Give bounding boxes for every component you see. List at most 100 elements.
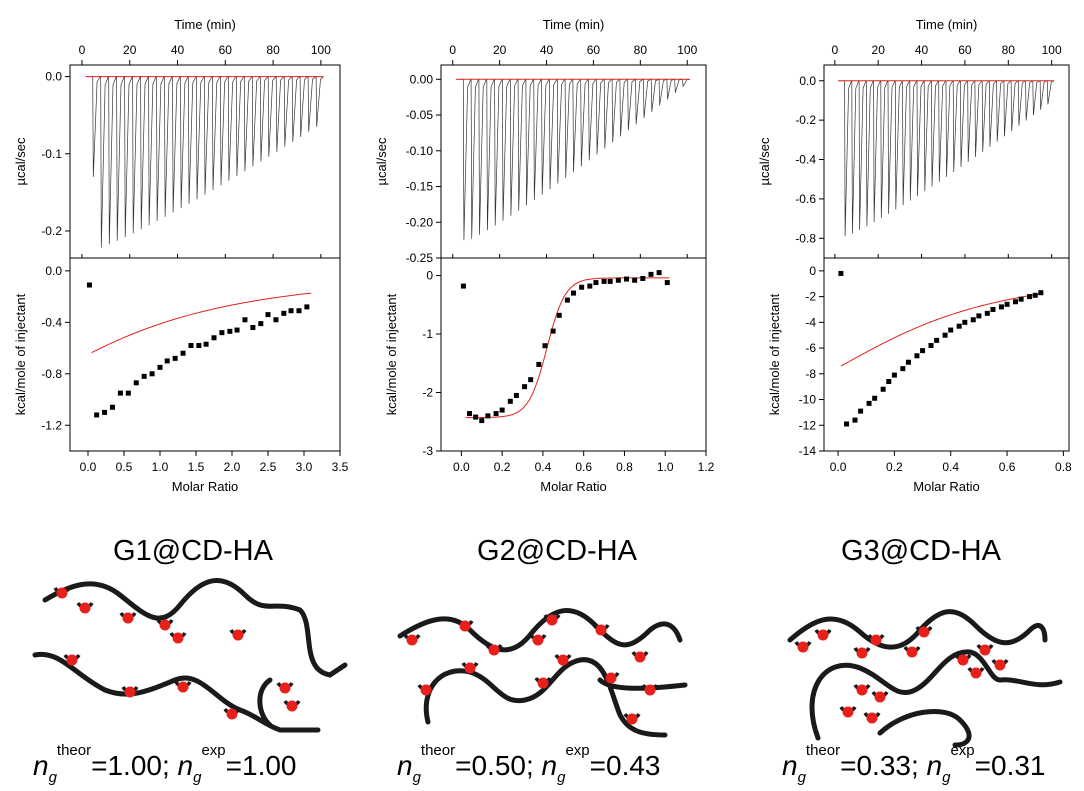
thermogram-ytick-label-g3: -0.4: [795, 153, 816, 167]
guest-dot: [856, 647, 868, 659]
isotherm-point-g2: [460, 283, 466, 289]
isotherm-point-g2: [507, 398, 513, 404]
isotherm-point-g2: [550, 328, 556, 334]
isotherm-ylabel-g3: kcal/mole of injectant: [767, 293, 782, 415]
guest-dot: [226, 708, 238, 720]
isotherm-point-g3: [844, 421, 850, 427]
isotherm-xtick-label-g1: 3.5: [332, 460, 349, 474]
caption-g2-value2: =0.43: [590, 750, 661, 781]
caption-g3-sup1: theor: [806, 742, 840, 759]
isotherm-point-g2: [640, 275, 646, 281]
isotherm-xtick-label-g3: 0.8: [1055, 460, 1072, 474]
guest-dot: [459, 620, 471, 632]
isotherm-point-g1: [203, 341, 209, 347]
guest-dot: [634, 651, 646, 663]
schematic-g3: [787, 609, 1063, 748]
isotherm-xtick-label-g3: 0.6: [999, 460, 1016, 474]
caption-g2-sup2: exp: [565, 742, 589, 759]
caption-g2: ngtheor=0.50; ngexp=0.43: [397, 742, 661, 786]
isotherm-point-g1: [304, 304, 310, 310]
caption-g3-n2: n: [927, 750, 943, 781]
isotherm-point-g2: [479, 418, 485, 424]
isotherm-ytick-label-g1: -0.4: [41, 315, 62, 329]
thermogram-xtick-label-g2: 100: [677, 43, 697, 57]
thermogram-xlabel-g1: Time (min): [174, 17, 236, 32]
thermogram-xtick-label-g3: 20: [872, 43, 886, 57]
isotherm-point-g1: [258, 321, 264, 327]
isotherm-xtick-label-g1: 0.0: [80, 460, 97, 474]
isotherm-point-g1: [211, 335, 217, 341]
thermogram-xtick-label-g3: 0: [831, 43, 838, 57]
guest-dot: [626, 713, 638, 725]
isotherm-point-g2: [542, 343, 548, 349]
isotherm-ytick-label-g2: -3: [422, 444, 433, 458]
guest-dot: [605, 672, 617, 684]
isotherm-point-g1: [164, 358, 170, 364]
thermogram-ytick-label-g2: -0.05: [406, 108, 434, 122]
thermogram-xtick-label-g2: 0: [449, 43, 456, 57]
thermogram-xlabel-g2: Time (min): [543, 17, 605, 32]
isotherm-point-g2: [579, 284, 585, 290]
caption-g1-sup2: exp: [201, 742, 225, 759]
caption-g2-sup1: theor: [421, 742, 455, 759]
guest-dot: [232, 629, 244, 641]
isotherm-point-g3: [1018, 296, 1024, 302]
caption-g2-sub: g: [413, 769, 422, 786]
isotherm-ytick-label-g2: -2: [422, 386, 433, 400]
isotherm-point-g2: [522, 384, 528, 390]
isotherm-ytick-label-g3: -8: [805, 367, 816, 381]
isotherm-point-g1: [149, 371, 155, 377]
isotherm-ylabel-g1: kcal/mole of injectant: [13, 293, 28, 415]
caption-g1-value1: =1.00;: [91, 750, 177, 781]
guest-dot: [906, 646, 918, 658]
isotherm-point-g1: [188, 342, 194, 348]
isotherm-xtick-label-g1: 3.0: [296, 460, 313, 474]
guest-dot: [970, 667, 982, 679]
thermogram-xtick-label-g1: 80: [266, 43, 280, 57]
thermogram-trace-g3: [838, 80, 1055, 237]
isotherm-ytick-label-g3: -10: [799, 393, 817, 407]
isotherm-point-g3: [858, 408, 864, 414]
isotherm-xtick-label-g1: 0.5: [116, 460, 133, 474]
thermogram-xlabel-g3: Time (min): [916, 17, 978, 32]
isotherm-xtick-label-g1: 2.5: [260, 460, 277, 474]
isotherm-point-g3: [872, 395, 878, 401]
guest-dot: [957, 654, 969, 666]
isotherm-point-g3: [1032, 292, 1038, 298]
isotherm-xtick-label-g2: 0.4: [535, 460, 552, 474]
isotherm-point-g2: [615, 277, 621, 283]
isotherm-point-g1: [219, 330, 225, 336]
isotherm-point-g3: [976, 313, 982, 319]
panel-title-g2: G2@CD-HA: [477, 535, 638, 567]
isotherm-ylabel-g2: kcal/mole of injectant: [384, 293, 399, 415]
isotherm-point-g3: [880, 386, 886, 392]
isotherm-point-g2: [485, 413, 491, 419]
isotherm-point-g1: [196, 342, 202, 348]
isotherm-point-g3: [905, 359, 911, 365]
isotherm-point-g1: [94, 412, 100, 418]
isotherm-ytick-label-g3: 0: [809, 264, 816, 278]
thermogram-ytick-label-g1: -0.2: [41, 224, 62, 238]
isotherm-fit-g1: [91, 292, 312, 354]
caption-g3-n: n: [782, 750, 798, 781]
isotherm-point-g2: [499, 407, 505, 413]
isotherm-point-g3: [1012, 299, 1018, 305]
isotherm-point-g3: [942, 332, 948, 338]
isotherm-point-g1: [117, 390, 123, 396]
isotherm-point-g3: [934, 337, 940, 343]
isotherm-point-g3: [891, 372, 897, 378]
isotherm-point-g3: [998, 304, 1004, 310]
isotherm-point-g3: [920, 348, 926, 354]
isotherm-point-g2: [513, 392, 519, 398]
caption-g3-sub: g: [798, 769, 807, 786]
isotherm-point-g1: [242, 317, 248, 323]
isotherm-frame-g1: [69, 257, 341, 452]
isotherm-ytick-label-g2: -1: [422, 327, 433, 341]
isotherm-point-g2: [601, 278, 607, 284]
thermogram-ytick-label-g2: -0.15: [406, 180, 434, 194]
guest-dot: [406, 634, 418, 646]
isotherm-point-g1: [281, 310, 287, 316]
guest-dot: [842, 706, 854, 718]
isotherm-point-g3: [928, 342, 934, 348]
guest-dot: [124, 686, 136, 698]
